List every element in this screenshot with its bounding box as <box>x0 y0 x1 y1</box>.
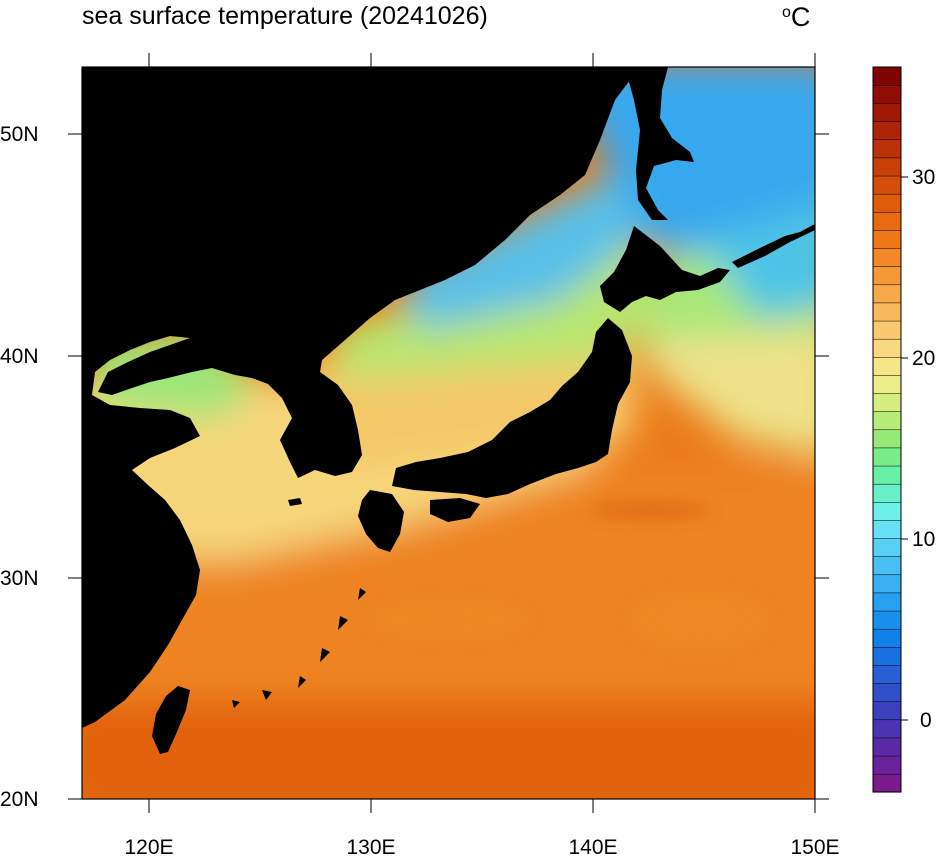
sakhalin <box>625 67 694 220</box>
lon-label-140e: 140E <box>568 836 617 858</box>
sst-map <box>82 67 815 799</box>
colorbar-segment <box>872 483 902 503</box>
colorbar-segment <box>872 175 902 195</box>
lon-label-130e: 130E <box>346 836 395 858</box>
kuril-islands <box>732 224 815 268</box>
taiwan <box>152 686 190 754</box>
kyushu <box>358 490 404 552</box>
lon-label-120e: 120E <box>124 836 173 858</box>
colorbar-segment <box>872 266 902 286</box>
colorbar-segment <box>872 773 902 793</box>
shikoku <box>430 498 480 522</box>
colorbar-segment <box>872 664 902 684</box>
colorbar-segment <box>872 320 902 340</box>
colorbar-segment <box>872 157 902 177</box>
colorbar-segment <box>872 356 902 376</box>
colorbar-segment <box>872 121 902 141</box>
colorbar-segment <box>872 628 902 648</box>
lon-label-150e: 150E <box>790 836 839 858</box>
unit-label: oC <box>782 2 810 33</box>
colorbar-segment <box>872 338 902 358</box>
lon-tick-marks <box>148 53 816 813</box>
colorbar-segment <box>872 139 902 159</box>
colorbar-segment <box>872 574 902 594</box>
colorbar-segment <box>872 84 902 104</box>
colorbar-segment <box>872 719 902 739</box>
colorbar-segment <box>872 701 902 721</box>
colorbar-segment <box>872 538 902 557</box>
lat-label-40n: 40N <box>0 345 39 368</box>
colorbar-segment <box>872 393 902 412</box>
colorbar-label-20: 20 <box>912 347 935 370</box>
colorbar-label-30: 30 <box>912 166 935 189</box>
colorbar-segment <box>872 447 902 467</box>
colorbar-ticks <box>901 176 908 721</box>
colorbar-segment <box>872 646 902 666</box>
colorbar-segment <box>872 737 902 757</box>
map-frame <box>81 66 816 800</box>
colorbar-segment <box>872 556 902 576</box>
degree-symbol: o <box>782 4 791 21</box>
lat-label-30n: 30N <box>0 567 39 590</box>
jeju-island <box>288 498 302 506</box>
colorbar-segment <box>872 610 902 630</box>
unit-letter: C <box>790 2 811 32</box>
colorbar-segment <box>872 248 902 267</box>
ryukyu-islands <box>232 588 366 708</box>
colorbar-segment <box>872 501 902 521</box>
colorbar-label-0: 0 <box>920 709 932 732</box>
colorbar <box>872 66 902 793</box>
colorbar-segment <box>872 683 902 702</box>
colorbar-segment <box>872 374 902 394</box>
colorbar-segment <box>872 755 902 775</box>
colorbar-segment <box>872 519 902 539</box>
lat-label-50n: 50N <box>0 123 39 146</box>
honshu <box>392 318 632 498</box>
colorbar-segment <box>872 302 902 322</box>
hokkaido <box>600 226 730 312</box>
mainland-asia <box>82 67 630 728</box>
land-mask <box>82 67 815 754</box>
colorbar-segment <box>872 103 902 122</box>
colorbar-segment <box>872 465 902 485</box>
colorbar-segment <box>872 66 902 86</box>
colorbar-segment <box>872 592 902 612</box>
colorbar-segment <box>872 229 902 249</box>
map-title: sea surface temperature (20241026) <box>82 2 488 30</box>
colorbar-segment <box>872 284 902 304</box>
colorbar-segment <box>872 411 902 431</box>
lat-label-20n: 20N <box>0 788 39 811</box>
lat-tick-marks <box>68 133 829 800</box>
colorbar-segment <box>872 193 902 213</box>
colorbar-label-10: 10 <box>912 528 935 551</box>
colorbar-segment <box>872 429 902 449</box>
colorbar-frame <box>872 66 902 793</box>
colorbar-segment <box>872 211 902 231</box>
